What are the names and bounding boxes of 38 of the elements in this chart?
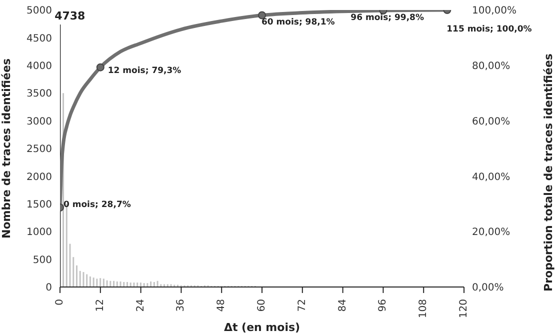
y2-tick-label: 40,00% bbox=[472, 172, 510, 183]
y2-tick-label: 0,00% bbox=[472, 282, 504, 294]
data-label: 12 mois; 79,3% bbox=[108, 66, 182, 76]
y2-tick-label: 80,00% bbox=[472, 60, 510, 72]
x-tick-label: 48 bbox=[216, 299, 228, 312]
x-tick-label: 84 bbox=[337, 299, 348, 312]
y2-axis-title: Proportion totale de traces identifiées bbox=[542, 53, 555, 292]
y2-tick-label: 20,00% bbox=[472, 227, 510, 238]
x-axis-title: Δt (en mois) bbox=[224, 321, 300, 334]
y-tick-label: 2000 bbox=[26, 172, 52, 183]
x-tick-label: 108 bbox=[418, 299, 430, 318]
y-tick-label: 4000 bbox=[26, 60, 52, 72]
y-tick-label: 1500 bbox=[26, 199, 52, 210]
x-tick-label: 12 bbox=[94, 299, 106, 312]
y2-tick-label: 100,00% bbox=[472, 6, 516, 17]
x-tick-label: 0 bbox=[54, 299, 66, 306]
y-tick-label: 500 bbox=[32, 254, 52, 266]
x-tick-label: 120 bbox=[458, 299, 470, 318]
y-tick-label: 3000 bbox=[26, 116, 52, 128]
data-label: 115 mois; 100,0% bbox=[446, 24, 532, 34]
y-tick-label: 1000 bbox=[26, 227, 52, 238]
y-tick-label: 0 bbox=[46, 282, 52, 294]
data-label: 0 mois; 28,7% bbox=[63, 200, 132, 210]
y-tick-label: 4500 bbox=[26, 33, 52, 44]
x-tick-label: 96 bbox=[378, 299, 389, 312]
y-tick-label: 5000 bbox=[26, 6, 52, 17]
x-tick-label: 36 bbox=[176, 299, 187, 312]
y2-tick-label: 60,00% bbox=[472, 116, 510, 128]
x-tick-label: 72 bbox=[296, 299, 308, 312]
x-tick-label: 24 bbox=[135, 299, 146, 312]
data-label: 4738 bbox=[54, 10, 86, 23]
y-axis-title: Nombre de traces identifiées bbox=[0, 58, 13, 239]
x-tick-label: 60 bbox=[256, 299, 268, 312]
data-label: 60 mois; 98,1% bbox=[261, 18, 336, 28]
data-label: 96 mois; 99,8% bbox=[350, 13, 424, 24]
point bbox=[96, 63, 104, 72]
y-tick-label: 3500 bbox=[26, 88, 52, 100]
y-tick-label: 2500 bbox=[26, 144, 52, 156]
